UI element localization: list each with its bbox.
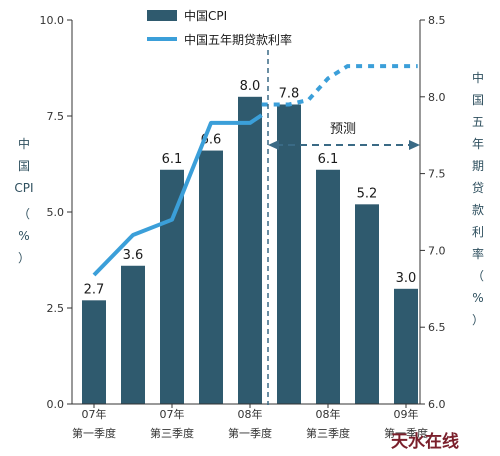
left-axis-title-char-5: ）	[18, 251, 30, 265]
x-tick-quarter-2: 第一季度	[228, 426, 272, 440]
right-axis-title-char-11: ）	[472, 313, 484, 327]
right-axis-title-char-7: 利	[472, 225, 484, 239]
left-axis-title-char-0: 中	[18, 136, 30, 151]
x-tick-quarter-0: 第一季度	[72, 426, 116, 440]
x-tick-quarter-4: 第一季度	[384, 426, 428, 440]
right-axis-title-char-6: 款	[472, 203, 484, 217]
left-tick-label-1: 2.5	[47, 302, 65, 315]
bar-value-label-6: 6.1	[318, 152, 339, 167]
right-axis-title-char-8: 率	[472, 246, 484, 261]
x-tick-year-3: 08年	[316, 407, 341, 421]
right-axis-title-char-1: 国	[472, 93, 484, 107]
bar-8	[394, 288, 418, 404]
left-axis-title-char-2: CPI	[14, 181, 33, 195]
right-axis-title-char-10: %	[472, 291, 483, 305]
right-axis-title-char-0: 中	[472, 70, 484, 85]
right-axis-title-char-2: 五	[472, 115, 484, 129]
bar-value-label-2: 6.1	[162, 152, 183, 167]
bar-value-label-5: 7.8	[279, 86, 300, 101]
bar-value-label-4: 8.0	[240, 79, 261, 94]
right-tick-label-2: 7.0	[428, 244, 446, 257]
left-tick-label-3: 7.5	[47, 110, 65, 123]
x-tick-year-1: 07年	[160, 407, 185, 421]
line-series	[92, 64, 418, 277]
rate-line-forecast	[261, 64, 418, 107]
bar-4	[238, 96, 262, 405]
right-axis-title-char-3: 年	[472, 137, 484, 151]
bar-value-label-1: 3.6	[123, 248, 144, 263]
forecast-arrow-left-head	[268, 140, 279, 150]
bar-value-label-8: 3.0	[396, 271, 417, 286]
x-tick-year-0: 07年	[82, 407, 107, 421]
watermark: 天水在线	[391, 431, 459, 452]
x-tick-year-2: 08年	[238, 407, 263, 421]
bar-0	[82, 300, 106, 404]
right-axis-title-char-4: 期	[472, 159, 484, 173]
x-tick-year-4: 09年	[394, 407, 419, 421]
bar-1	[121, 265, 145, 404]
bar-6	[316, 169, 340, 404]
axes: 0.0 2.5 5.0 7.5 10.0 6.0 6.5 7.0 7.5 8.0 8.5 07年第一季…	[14, 14, 484, 440]
bar-3	[199, 150, 223, 404]
right-axis-title-char-9: （	[472, 269, 484, 283]
right-tick-label-4: 8.0	[428, 91, 446, 104]
right-tick-label-3: 7.5	[428, 168, 446, 181]
legend-label-cpi: 中国CPI	[184, 8, 227, 23]
bar-value-label-7: 5.2	[357, 186, 378, 201]
right-tick-label-1: 6.5	[428, 321, 446, 334]
left-axis-title-char-4: %	[18, 229, 29, 243]
bar-5	[277, 104, 301, 404]
left-tick-label-0: 0.0	[47, 398, 65, 411]
forecast-annotation: 预测	[267, 50, 420, 405]
x-tick-quarter-1: 第三季度	[150, 426, 194, 440]
bar-data-labels: 2.73.66.16.68.07.86.15.23.0	[84, 79, 417, 298]
left-tick-label-2: 5.0	[47, 206, 65, 219]
right-tick-label-0: 6.0	[428, 398, 446, 411]
left-axis-title-char-3: （	[18, 207, 30, 221]
forecast-arrow-right-head	[409, 140, 420, 150]
right-tick-label-5: 8.5	[428, 14, 446, 27]
left-axis-title-char-1: 国	[18, 159, 30, 173]
bar-series	[82, 96, 418, 405]
legend-swatch-cpi	[147, 10, 177, 21]
bar-value-label-0: 2.7	[84, 282, 105, 297]
bar-7	[355, 204, 379, 404]
right-axis-title-char-5: 贷	[472, 181, 484, 195]
x-tick-quarter-3: 第三季度	[306, 426, 350, 440]
legend-label-rate: 中国五年期贷款利率	[184, 32, 292, 47]
bar-2	[160, 169, 184, 404]
rate-line-actual	[92, 113, 263, 277]
left-tick-label-4: 10.0	[40, 14, 65, 27]
forecast-label: 预测	[330, 122, 356, 137]
legend: 中国CPI 中国五年期贷款利率	[147, 8, 292, 47]
